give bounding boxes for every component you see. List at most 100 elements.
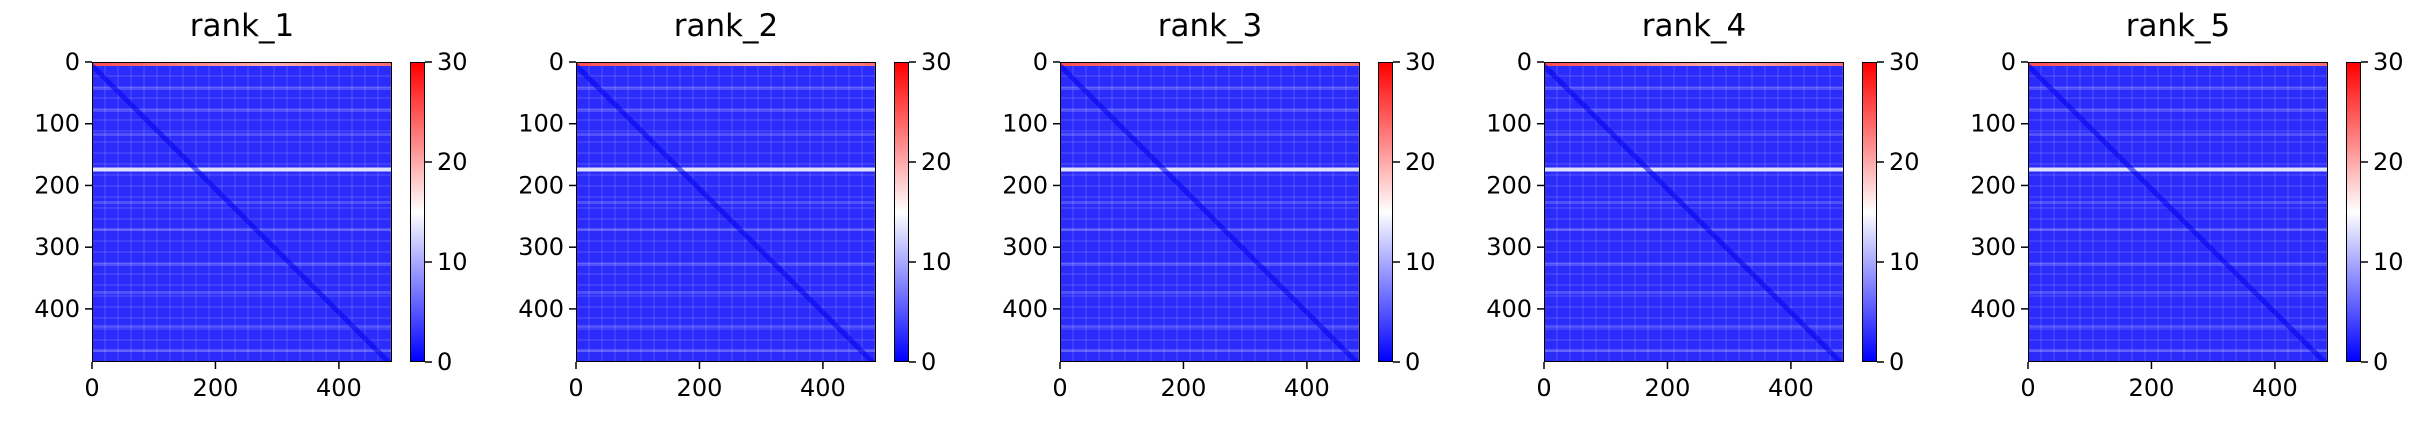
colorbar-tick-label: 20 <box>1889 148 1920 176</box>
heatmap-band <box>577 109 875 112</box>
heatmap-band <box>1061 349 1359 352</box>
heatmap-top-row <box>93 63 391 66</box>
heatmap-panel: rank_5 0 200 400 0 100 200 300 400 0 10 20 30 <box>1936 0 2420 432</box>
heatmap-band <box>2029 263 2327 266</box>
y-tick-label: 0 <box>65 48 80 76</box>
heatmap-panel: rank_2 0 200 400 0 100 200 300 400 0 10 20 30 <box>484 0 968 432</box>
axes-ticks: 0 200 400 0 100 200 300 400 0 10 20 30 <box>1002 48 1436 402</box>
y-tick-label: 300 <box>1970 233 2016 261</box>
y-tick-label: 400 <box>1486 295 1532 323</box>
heatmap-band <box>1061 228 1359 231</box>
panel-title: rank_1 <box>189 8 295 44</box>
heatmap-band <box>2029 87 2327 90</box>
y-tick-label: 200 <box>1002 171 1048 199</box>
y-tick-label: 300 <box>34 233 80 261</box>
colorbar-tick-label: 30 <box>921 48 952 76</box>
colorbar-tick-label: 0 <box>921 348 936 376</box>
y-tick-label: 400 <box>34 295 80 323</box>
heatmap-band <box>93 291 391 294</box>
colorbar-tick-label: 30 <box>2373 48 2404 76</box>
x-tick-label: 400 <box>2252 374 2298 402</box>
colorbar-tick-label: 20 <box>921 148 952 176</box>
y-tick-label: 200 <box>34 171 80 199</box>
heatmap-band <box>1061 201 1359 204</box>
axes-ticks: 0 200 400 0 100 200 300 400 0 10 20 30 <box>1970 48 2404 402</box>
heatmap-band <box>577 87 875 90</box>
heatmap-band <box>2029 291 2327 294</box>
heatmap-band <box>1545 325 1843 328</box>
y-tick-label: 200 <box>518 171 564 199</box>
y-tick-label: 0 <box>549 48 564 76</box>
heatmap-band <box>1061 325 1359 328</box>
axes-ticks: 0 200 400 0 100 200 300 400 0 10 20 30 <box>518 48 952 402</box>
heatmap-panel: rank_4 0 200 400 0 100 200 300 400 0 10 20 30 <box>1452 0 1936 432</box>
panel-title: rank_3 <box>1157 8 1263 44</box>
heatmap-band <box>93 263 391 266</box>
heatmap-band <box>2029 325 2327 328</box>
heatmap-band <box>1545 87 1843 90</box>
x-tick-label: 200 <box>193 374 239 402</box>
heatmap-top-row <box>2029 63 2327 66</box>
heatmap-band <box>1061 133 1359 136</box>
panel-title: rank_4 <box>1641 8 1747 44</box>
x-tick-label: 0 <box>84 374 99 402</box>
heatmap-band <box>93 228 391 231</box>
x-tick-label: 200 <box>677 374 723 402</box>
axes-ticks: 0 200 400 0 100 200 300 400 0 10 20 30 <box>34 48 468 402</box>
heatmap-band <box>1061 109 1359 112</box>
x-tick-label: 0 <box>568 374 583 402</box>
heatmap-band <box>1545 263 1843 266</box>
colorbar <box>894 62 909 362</box>
y-tick-label: 200 <box>1486 171 1532 199</box>
colorbar-tick-label: 10 <box>1889 248 1920 276</box>
heatmap-top-row <box>1061 63 1359 66</box>
heatmap-band <box>93 201 391 204</box>
x-tick-label: 400 <box>1284 374 1330 402</box>
colorbar-tick-label: 0 <box>2373 348 2388 376</box>
colorbar-tick-label: 30 <box>437 48 468 76</box>
y-tick-label: 200 <box>1970 171 2016 199</box>
colorbar-tick-label: 10 <box>2373 248 2404 276</box>
panel-title: rank_5 <box>2125 8 2231 44</box>
heatmap-band <box>93 349 391 352</box>
x-tick-label: 200 <box>1161 374 1207 402</box>
heatmap-band <box>1061 291 1359 294</box>
panel-title: rank_2 <box>673 8 779 44</box>
x-tick-label: 0 <box>1052 374 1067 402</box>
colorbar <box>410 62 425 362</box>
heatmap-band <box>2029 228 2327 231</box>
heatmap-band <box>577 325 875 328</box>
colorbar-tick-label: 0 <box>1889 348 1904 376</box>
heatmap-band <box>2029 349 2327 352</box>
colorbar <box>2346 62 2361 362</box>
colorbar-tick-label: 0 <box>437 348 452 376</box>
colorbar-tick-label: 10 <box>1405 248 1436 276</box>
y-tick-label: 300 <box>1002 233 1048 261</box>
heatmap-band <box>577 201 875 204</box>
colorbar-tick-label: 20 <box>2373 148 2404 176</box>
heatmap-band <box>1545 349 1843 352</box>
y-tick-label: 400 <box>1970 295 2016 323</box>
y-tick-label: 100 <box>1486 110 1532 138</box>
x-tick-label: 200 <box>2129 374 2175 402</box>
x-tick-label: 0 <box>1536 374 1551 402</box>
x-tick-label: 0 <box>2020 374 2035 402</box>
heatmap-band <box>577 133 875 136</box>
heatmap-image <box>1544 62 1844 362</box>
heatmap-band <box>577 349 875 352</box>
heatmap-band <box>1545 109 1843 112</box>
colorbar-tick-label: 0 <box>1405 348 1420 376</box>
heatmap-band <box>1545 201 1843 204</box>
x-tick-label: 400 <box>316 374 362 402</box>
y-tick-label: 0 <box>2001 48 2016 76</box>
heatmap-band <box>1545 228 1843 231</box>
y-tick-label: 100 <box>1970 110 2016 138</box>
heatmap-band <box>93 87 391 90</box>
heatmap-band <box>2029 109 2327 112</box>
axes-ticks: 0 200 400 0 100 200 300 400 0 10 20 30 <box>1486 48 1920 402</box>
heatmap-band <box>93 325 391 328</box>
heatmap-top-row <box>1545 63 1843 66</box>
y-tick-label: 400 <box>1002 295 1048 323</box>
heatmap-band <box>1061 87 1359 90</box>
colorbar-tick-label: 30 <box>1405 48 1436 76</box>
